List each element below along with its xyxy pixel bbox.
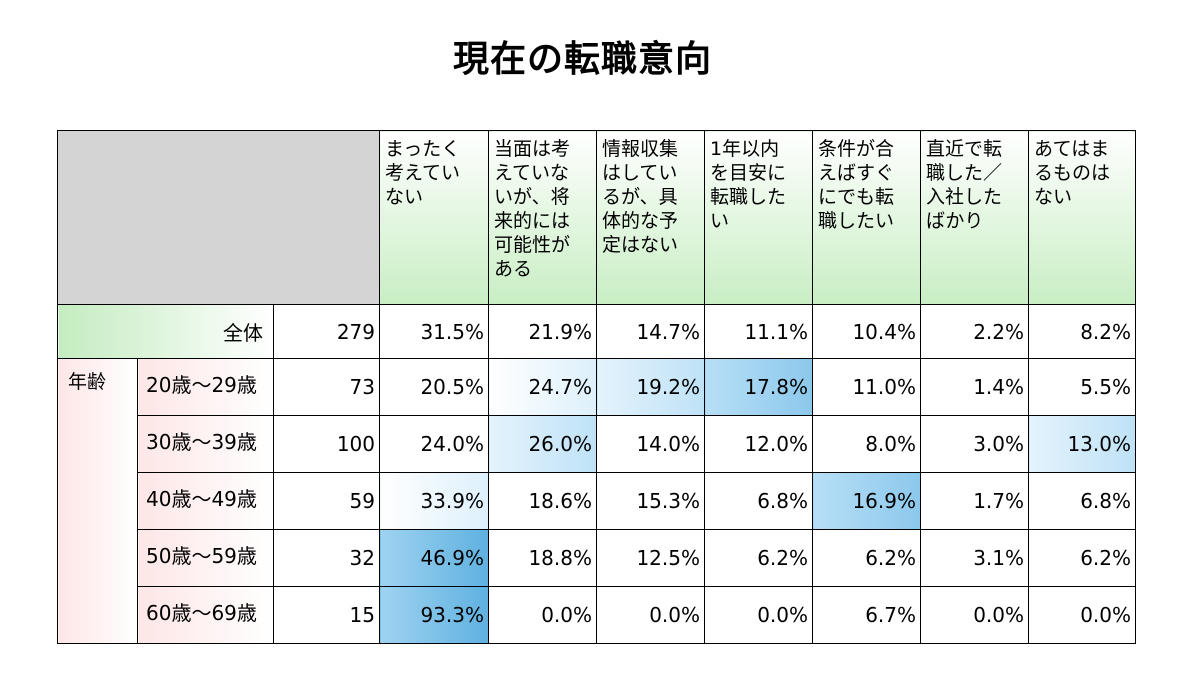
group-label-age: 年齢 [57,358,138,644]
value-cell: 6.2% [704,529,813,587]
value-cell: 12.0% [704,415,813,473]
value-cell: 20.5% [379,358,489,416]
value-cell: 13.0% [1028,415,1136,473]
page-title: 現在の転職意向 [452,39,712,80]
total-value-cell: 21.9% [488,304,597,359]
value-cell: 0.0% [488,586,597,644]
total-value-cell: 2.2% [920,304,1029,359]
row-n: 59 [273,472,380,530]
row-label: 30歳～39歳 [137,415,274,473]
value-cell: 19.2% [596,358,705,416]
row-n: 15 [273,586,380,644]
data-table: まったく 考えてい ない 当面は考 えていな いが、将 来的には 可能性が ある情… [57,130,1136,644]
value-cell: 0.0% [596,586,705,644]
value-cell: 12.5% [596,529,705,587]
value-cell: 93.3% [379,586,489,644]
value-cell: 16.9% [812,472,921,530]
row-n: 73 [273,358,380,416]
column-header: 情報収集 はしてい るが、具 体的な予 定はない [596,130,705,305]
total-n: 279 [273,304,380,359]
value-cell: 18.8% [488,529,597,587]
value-cell: 11.0% [812,358,921,416]
value-cell: 15.3% [596,472,705,530]
value-cell: 46.9% [379,529,489,587]
value-cell: 33.9% [379,472,489,530]
table-row: 60歳～69歳 15 93.3% 0.0% 0.0% 0.0% 6.7% 0.0% 0.0% [58,586,1136,644]
value-cell: 6.2% [812,529,921,587]
value-cell: 6.2% [1028,529,1136,587]
row-label: 20歳～29歳 [137,358,274,416]
row-n: 100 [273,415,380,473]
value-cell: 0.0% [704,586,813,644]
value-cell: 8.0% [812,415,921,473]
value-cell: 5.5% [1028,358,1136,416]
table-row: 40歳～49歳 59 33.9% 18.6% 15.3% 6.8% 16.9% 1.7% 6.8… [58,472,1136,530]
table-row: 30歳～39歳 100 24.0% 26.0% 14.0% 12.0% 8.0% 3.0% 13… [58,415,1136,473]
value-cell: 1.4% [920,358,1029,416]
value-cell: 14.0% [596,415,705,473]
value-cell: 3.0% [920,415,1029,473]
total-value-cell: 8.2% [1028,304,1136,359]
total-value-cell: 31.5% [379,304,489,359]
total-value-cell: 11.1% [704,304,813,359]
row-n: 32 [273,529,380,587]
table-row: 年齢 20歳～29歳 73 20.5% 24.7% 19.2% 17.8% 11.0% 1.4%… [57,358,1136,644]
table-row: 50歳～59歳 32 46.9% 18.8% 12.5% 6.2% 6.2% 3.1% 6.2% [58,529,1136,587]
total-value-cell: 14.7% [596,304,705,359]
row-label: 60歳～69歳 [137,586,274,644]
column-header: まったく 考えてい ない [379,130,489,305]
value-cell: 17.8% [704,358,813,416]
column-header: 1年以内 を目安に 転職した い [704,130,813,305]
value-cell: 6.8% [1028,472,1136,530]
value-cell: 3.1% [920,529,1029,587]
column-header: 直近で転 職した／ 入社した ばかり [920,130,1029,305]
row-label: 50歳～59歳 [137,529,274,587]
value-cell: 24.7% [488,358,597,416]
value-cell: 1.7% [920,472,1029,530]
total-row-label: 全体 [57,304,274,359]
value-cell: 18.6% [488,472,597,530]
value-cell: 26.0% [488,415,597,473]
value-cell: 6.8% [704,472,813,530]
column-header: あてはま るものは ない [1028,130,1136,305]
value-cell: 0.0% [1028,586,1136,644]
row-label: 40歳～49歳 [137,472,274,530]
value-cell: 6.7% [812,586,921,644]
value-cell: 24.0% [379,415,489,473]
value-cell: 0.0% [920,586,1029,644]
table-corner [57,130,380,305]
column-header: 条件が合 えばすぐ にでも転 職したい [812,130,921,305]
total-value-cell: 10.4% [812,304,921,359]
column-header: 当面は考 えていな いが、将 来的には 可能性が ある [488,130,597,305]
